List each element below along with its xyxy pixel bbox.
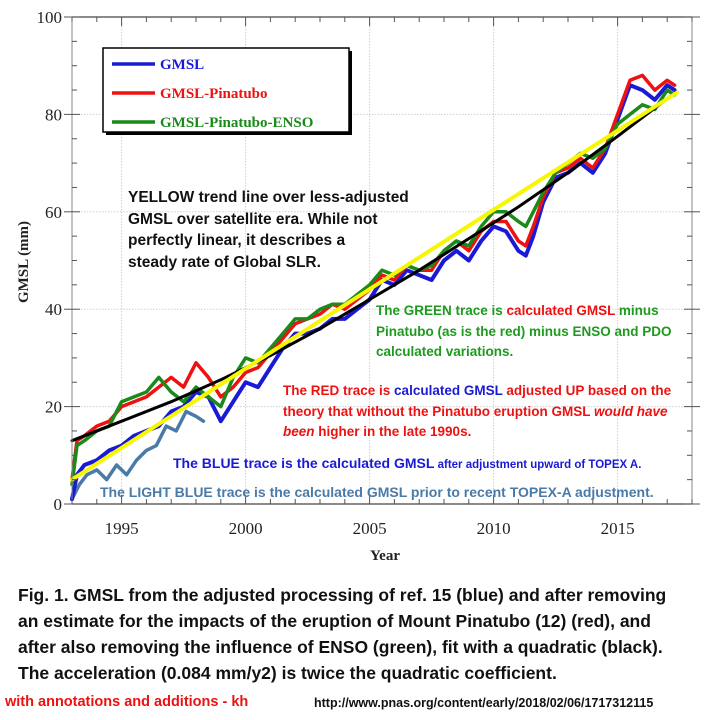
caption-line: Fig. 1. GMSL from the adjusted processin…: [18, 585, 667, 605]
y-tick-label: 20: [45, 398, 62, 417]
yellow-note-line: GMSL over satellite era. While not: [128, 210, 378, 228]
y-tick-label: 40: [45, 300, 62, 319]
x-tick-label: 1995: [105, 519, 139, 538]
y-axis-title: GMSL (mm): [16, 221, 32, 303]
series-line-quadratic-fit-black: [70, 93, 674, 443]
y-tick-label: 80: [45, 105, 62, 124]
x-axis-title: Year: [370, 548, 400, 564]
yellow-trend-annotation: YELLOW trend line over less-adjusted GMS…: [128, 187, 409, 273]
green-note-text: The GREEN trace is: [376, 303, 507, 318]
figure-caption: Fig. 1. GMSL from the adjusted processin…: [18, 582, 718, 686]
y-tick-label: 100: [37, 8, 63, 27]
green-note-text: minus: [615, 303, 659, 318]
x-tick-label: 2015: [601, 519, 635, 538]
caption-line: after also removing the influence of ENS…: [18, 637, 663, 657]
legend-label: GMSL-Pinatubo-ENSO: [160, 115, 313, 131]
y-tick-label: 60: [45, 203, 62, 222]
x-tick-label: 2005: [353, 519, 387, 538]
legend-label: GMSL: [160, 57, 204, 73]
yellow-note-line: steady rate of Global SLR.: [128, 253, 321, 271]
red-note-highlight: calculated GMSL: [394, 383, 503, 398]
red-note-italic: would have: [593, 403, 668, 419]
x-tick-label: 2000: [229, 519, 263, 538]
green-note-line: Pinatubo (as is the red) minus ENSO and …: [376, 323, 672, 339]
green-trace-annotation: The GREEN trace is calculated GMSL minus…: [376, 301, 672, 363]
ticks: 1995 2000 2005 2010 2015 0 20 40 60 80 100: [37, 8, 700, 538]
gmsl-chart: 1995 2000 2005 2010 2015 0 20 40 60 80 100 GMSL (m…: [16, 8, 700, 564]
annotation-credit: with annotations and additions - kh: [5, 694, 249, 710]
red-note-text: theory that without the Pinatubo eruptio…: [283, 403, 594, 419]
legend-box: [102, 47, 350, 133]
blue-note-main: The BLUE trace is the calculated GMSL: [173, 455, 435, 471]
red-note-italic: been: [283, 424, 315, 439]
yellow-note-line: perfectly linear, it describes a: [128, 232, 346, 249]
blue-trace-annotation: The BLUE trace is the calculated GMSL af…: [173, 455, 641, 471]
yellow-note-line: YELLOW trend line over less-adjusted: [128, 189, 409, 206]
red-trace-annotation: The RED trace is calculated GMSL adjuste…: [283, 381, 671, 443]
y-tick-label: 0: [54, 495, 63, 514]
series-line-light-blue-gmsl-prior-to-topex-a-adjustment: [70, 409, 206, 501]
caption-line: an estimate for the impacts of the erupt…: [18, 611, 651, 631]
red-note-text: adjusted UP based on the: [502, 383, 672, 398]
lightblue-trace-annotation: The LIGHT BLUE trace is the calculated G…: [100, 484, 654, 500]
series-group: [70, 73, 680, 502]
green-note-highlight: calculated GMSL: [506, 303, 616, 318]
red-note-text: The RED trace is: [283, 383, 395, 398]
caption-line: The acceleration (0.084 mm/y2) is twice …: [18, 663, 557, 683]
series-line-yellow-trend-line: [70, 90, 680, 482]
legend-label: GMSL-Pinatubo: [160, 86, 268, 102]
green-note-line: calculated variations.: [376, 344, 514, 359]
source-url: http://www.pnas.org/content/early/2018/0…: [314, 696, 654, 710]
x-tick-label: 2010: [477, 519, 511, 538]
red-note-text: higher in the late 1990s.: [314, 424, 472, 439]
legend: GMSL GMSL-Pinatubo GMSL-Pinatubo-ENSO: [102, 47, 352, 135]
blue-note-small: after adjustment upward of TOPEX A.: [434, 459, 642, 471]
